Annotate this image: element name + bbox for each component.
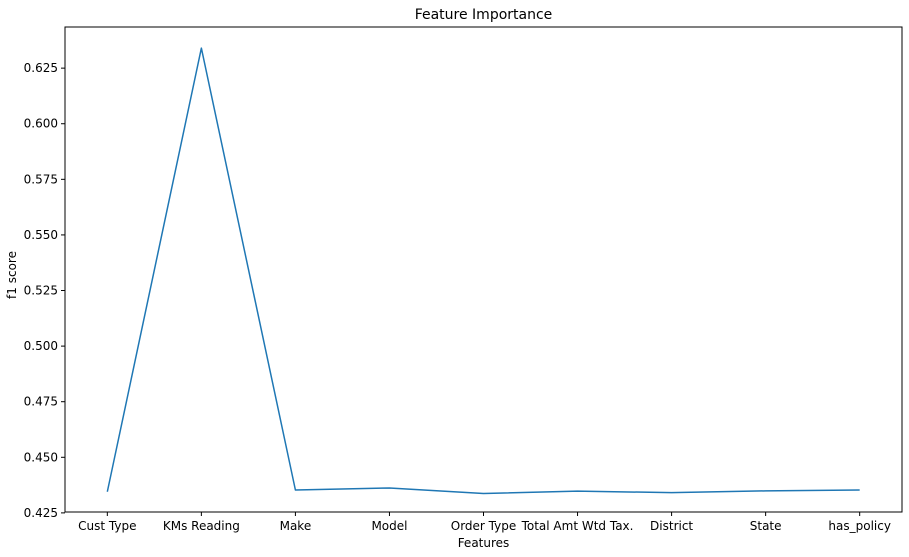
y-tick-label: 0.600 <box>24 117 58 131</box>
plot-area <box>106 47 860 495</box>
x-tick-label: KMs Reading <box>163 519 240 533</box>
x-tick-label: has_policy <box>828 519 891 533</box>
x-tick-label: State <box>750 519 782 533</box>
x-tick-label: District <box>650 519 693 533</box>
y-tick-label: 0.575 <box>24 172 58 186</box>
y-tick-label: 0.425 <box>24 506 58 520</box>
y-axis: 0.425 0.450 0.475 0.500 0.525 0.550 0.575 0.600… <box>24 61 65 520</box>
x-tick-label: Make <box>280 519 312 533</box>
x-tick-label: Order Type <box>451 519 516 533</box>
x-axis: Cust Type KMs Reading Make Model Order Type T… <box>78 512 891 533</box>
chart-title: Feature Importance <box>415 7 553 23</box>
y-tick-label: 0.525 <box>24 284 58 298</box>
x-tick-label: Model <box>371 519 407 533</box>
y-axis-label: f1 score <box>5 251 19 299</box>
x-tick-label: Total Amt Wtd Tax. <box>521 519 634 533</box>
y-tick-label: 0.625 <box>24 61 58 75</box>
y-tick-label: 0.475 <box>24 395 58 409</box>
x-axis-label: Features <box>458 536 510 550</box>
y-tick-label: 0.550 <box>24 228 58 242</box>
y-tick-label: 0.450 <box>24 450 58 464</box>
y-tick-label: 0.500 <box>24 339 58 353</box>
x-tick-label: Cust Type <box>78 519 136 533</box>
